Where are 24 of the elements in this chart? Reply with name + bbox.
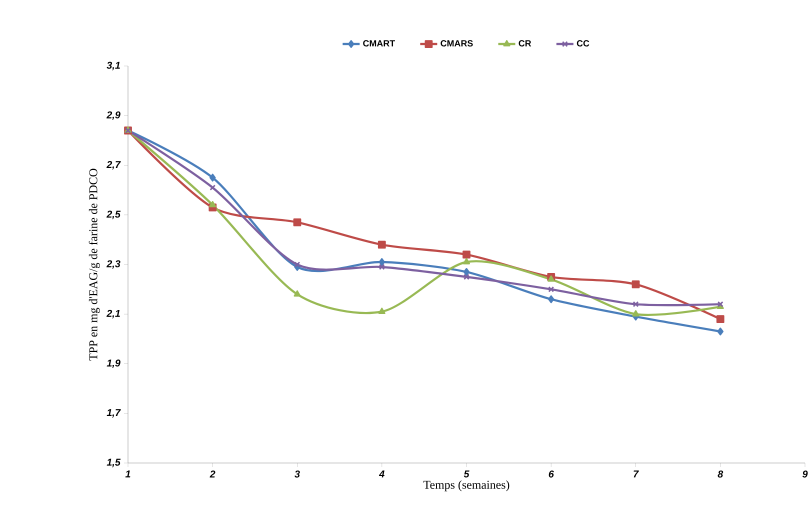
- x-tick-label: 1: [125, 470, 130, 478]
- x-tick-label: 7: [634, 470, 639, 478]
- x-tick-label: 8: [718, 470, 724, 478]
- y-tick-label: 2,9: [106, 111, 120, 120]
- y-tick-label: 1,5: [106, 458, 121, 468]
- legend-label: CMART: [363, 40, 396, 47]
- x-tick-label: 5: [464, 470, 470, 478]
- y-tick-label: 3,1: [106, 62, 120, 70]
- y-tick-label: 2,5: [106, 210, 121, 220]
- x-tick-label: 9: [802, 470, 808, 478]
- y-tick-label: 2,7: [106, 161, 121, 170]
- x-tick-label: 3: [294, 470, 300, 478]
- x-tick-label: 6: [548, 470, 554, 478]
- x-tick-label: 2: [210, 470, 216, 478]
- y-tick-label: 1,7: [106, 409, 121, 418]
- legend-label: CC: [576, 40, 590, 47]
- y-axis-title: TPP en mg d'EAG/g de farine de PDCO: [88, 168, 100, 360]
- x-axis-title: Temps (semaines): [423, 480, 510, 492]
- y-tick-label: 2,3: [106, 260, 120, 269]
- y-tick-label: 1,9: [106, 360, 120, 368]
- y-tick-label: 2,1: [106, 310, 120, 318]
- legend-label: CR: [518, 40, 532, 47]
- legend-label: CMARS: [440, 40, 473, 47]
- x-tick-label: 4: [378, 470, 384, 478]
